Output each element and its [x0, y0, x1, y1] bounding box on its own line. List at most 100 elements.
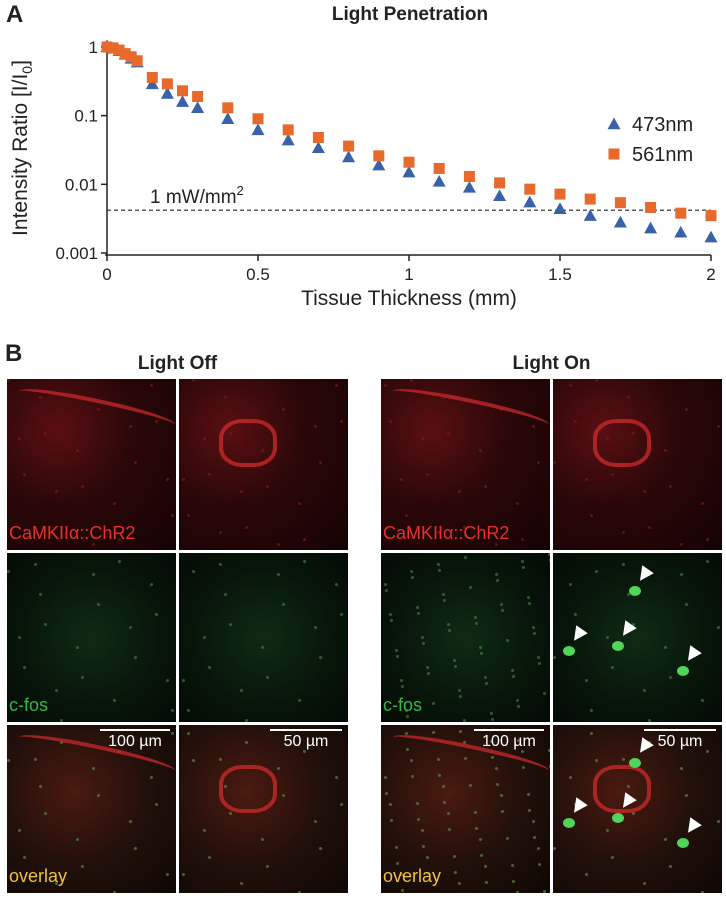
speckle	[384, 776, 387, 779]
speckle	[390, 619, 393, 622]
data-point	[675, 207, 687, 219]
data-point	[463, 170, 475, 182]
speckle	[522, 766, 525, 769]
speckle	[277, 543, 280, 546]
data-point	[462, 180, 476, 193]
speckle	[134, 461, 137, 464]
data-point	[613, 215, 627, 228]
speckle	[501, 609, 504, 612]
speckle	[495, 767, 498, 770]
speckle	[543, 890, 546, 893]
speckle	[224, 396, 227, 399]
speckle	[400, 873, 403, 876]
speckle	[432, 731, 435, 734]
speckle	[432, 702, 435, 705]
speckle	[458, 490, 461, 493]
speckle	[701, 502, 704, 505]
speckle	[506, 639, 509, 642]
speckle	[219, 758, 222, 761]
speckle	[150, 583, 153, 586]
speckle	[479, 646, 482, 649]
speckle	[129, 425, 132, 428]
speckle	[166, 873, 169, 876]
speckle	[118, 750, 121, 753]
speckle	[266, 865, 269, 868]
threshold-label-text: 1 mW/mm	[150, 187, 237, 208]
speckle	[516, 891, 519, 893]
speckle	[426, 856, 429, 859]
speckle	[548, 553, 550, 556]
speckle	[229, 623, 232, 626]
cell-structure	[593, 419, 651, 467]
speckle	[134, 847, 137, 850]
speckle	[717, 820, 720, 823]
scale-bar	[270, 729, 342, 731]
y-tick-label: 0.1	[74, 107, 98, 126]
labeled-cell	[629, 586, 641, 596]
data-point	[160, 87, 174, 99]
speckle	[553, 656, 556, 659]
speckle	[496, 579, 499, 582]
speckle	[60, 741, 63, 744]
speckle	[39, 396, 42, 399]
speckle	[44, 432, 47, 435]
speckle	[549, 559, 550, 562]
speckle	[511, 669, 514, 672]
data-point	[614, 197, 626, 209]
speckle	[648, 526, 651, 529]
y-tick-label: 0.01	[65, 175, 98, 194]
speckle	[421, 636, 424, 639]
speckle	[685, 603, 688, 606]
speckle	[192, 570, 195, 573]
speckle	[417, 612, 420, 615]
speckle	[303, 750, 306, 753]
speckle	[585, 679, 588, 682]
speckle	[166, 679, 169, 682]
data-point	[494, 177, 506, 189]
labeled-cell	[629, 758, 641, 768]
speckle	[528, 602, 531, 605]
cell-structure	[593, 765, 651, 813]
speckle	[314, 425, 317, 428]
speckle	[155, 420, 158, 423]
arrowhead	[634, 565, 654, 585]
data-point	[583, 209, 597, 221]
speckle	[395, 649, 398, 652]
data-point	[373, 150, 385, 162]
speckle	[319, 656, 322, 659]
speckle	[469, 586, 472, 589]
legend-label: 561nm	[632, 144, 693, 166]
speckle	[97, 603, 100, 606]
speckle	[34, 531, 37, 534]
speckle	[680, 543, 683, 546]
speckle	[685, 408, 688, 411]
micrograph	[179, 379, 348, 550]
speckle	[55, 490, 58, 493]
data-point	[145, 77, 159, 90]
micrograph	[179, 725, 348, 893]
speckle	[314, 820, 317, 823]
speckle	[426, 473, 429, 476]
data-point	[704, 230, 718, 243]
data-point	[101, 41, 113, 53]
speckle	[611, 666, 614, 669]
speckle	[277, 767, 280, 770]
speckle	[585, 478, 588, 481]
speckle	[463, 526, 466, 529]
speckle	[516, 699, 519, 702]
speckle	[512, 880, 515, 883]
speckle	[396, 655, 399, 658]
speckle	[240, 689, 243, 692]
speckle	[389, 613, 392, 616]
scale-bar-label: 100 µm	[108, 733, 162, 750]
speckle	[187, 732, 190, 735]
legend-marker	[608, 148, 620, 160]
micrograph	[553, 379, 722, 550]
data-point	[282, 124, 294, 136]
data-point	[192, 90, 204, 102]
speckle	[500, 794, 503, 797]
threshold-label-sup: 2	[237, 183, 244, 198]
speckle	[622, 531, 625, 534]
speckle	[553, 461, 556, 464]
speckle	[385, 792, 388, 795]
